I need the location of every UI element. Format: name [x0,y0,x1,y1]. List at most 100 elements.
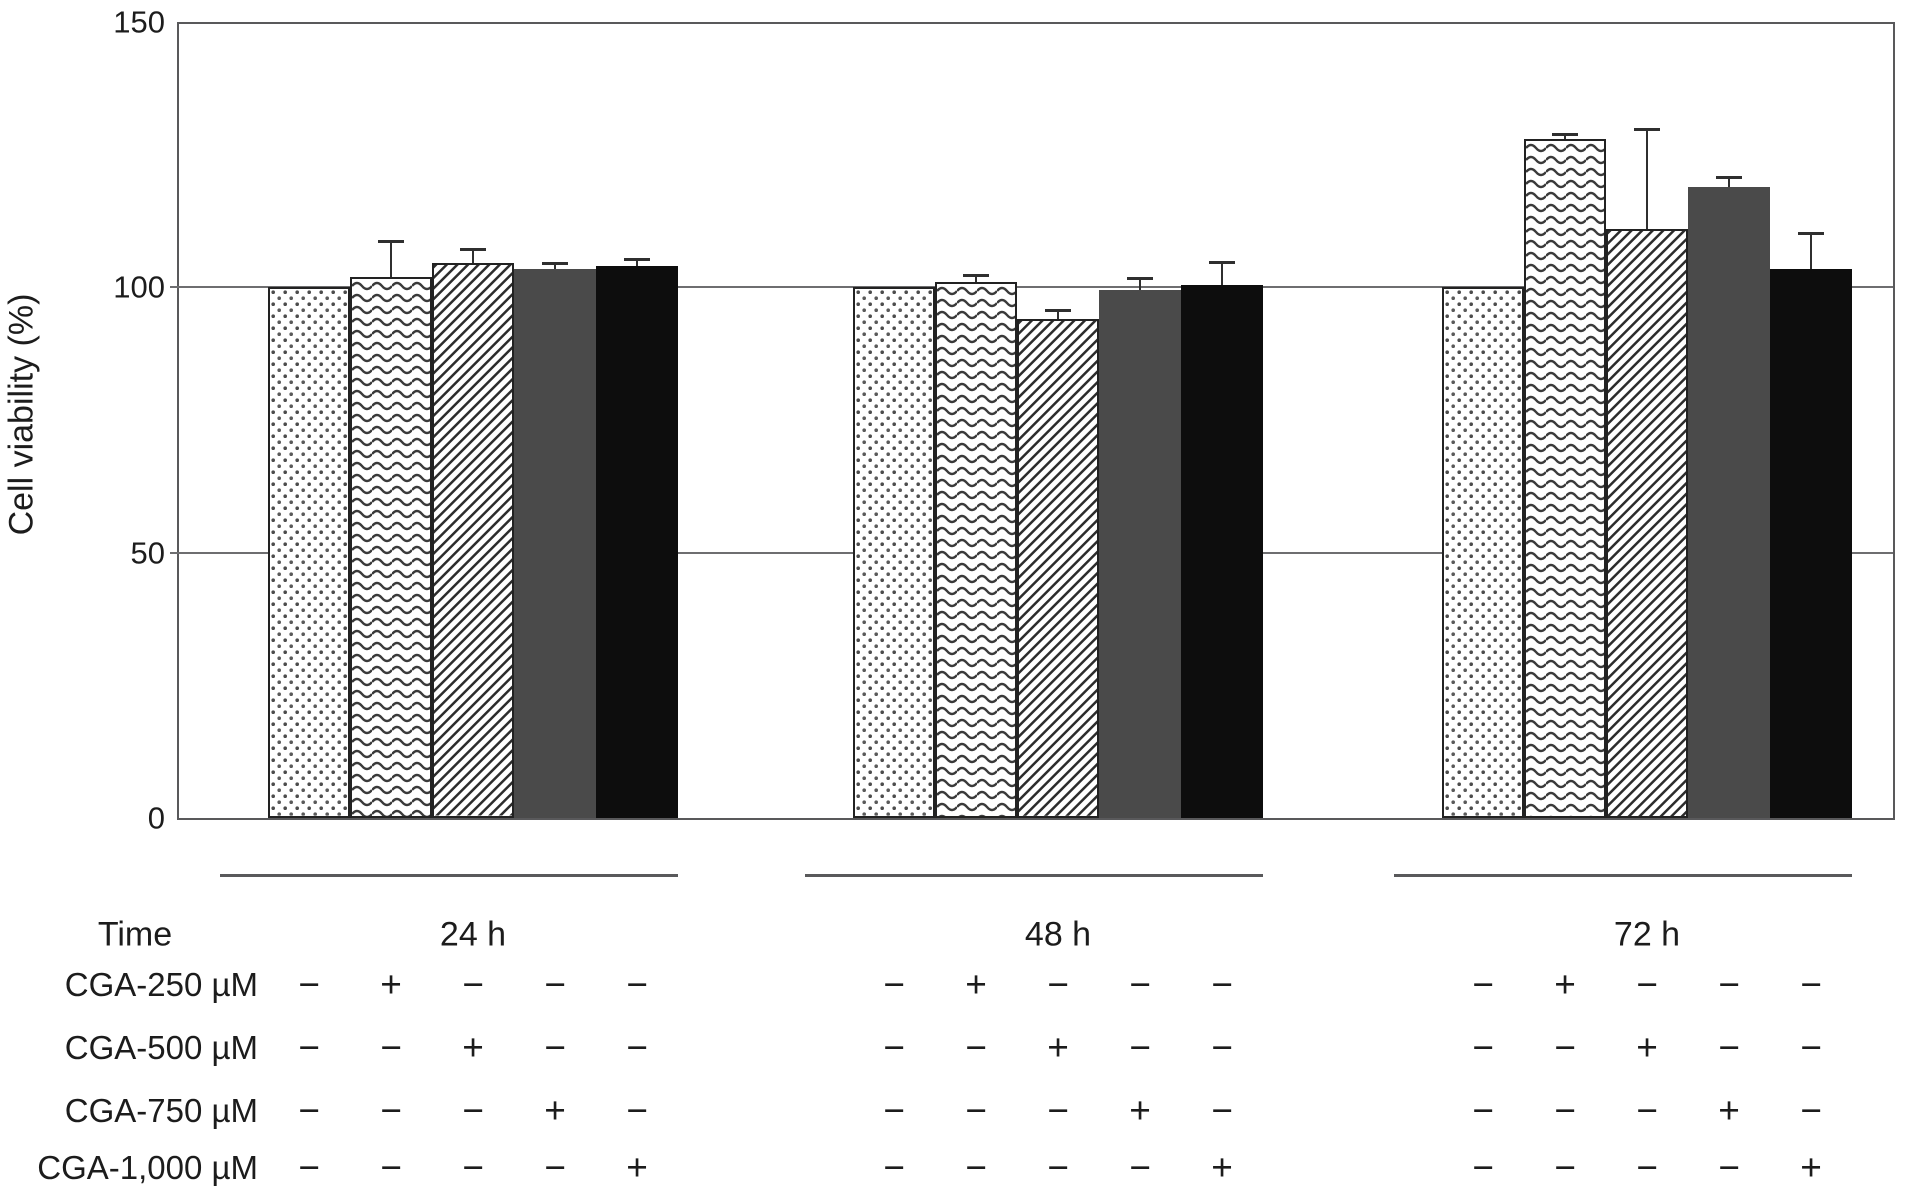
y-tick-label-100: 100 [113,269,165,305]
bar-24-h-cga-750-m [514,268,596,818]
group-label-24-h: 24 h [439,915,507,954]
sign-24-h-row3-bar5: − [626,1090,648,1131]
error-bar-stem [1728,175,1730,187]
sign-24-h-row1-bar4: − [544,964,566,1005]
sign-24-h-row2-bar5: − [626,1027,648,1068]
sign-24-h-row3-bar2: − [380,1090,402,1131]
error-bar-cap [1634,128,1660,132]
sign-24-h-row4-bar2: − [380,1147,402,1188]
bar-fill-dots [855,289,933,816]
sign-24-h-row4-bar1: − [298,1147,320,1188]
bar-fill-dots [1444,289,1522,816]
error-bar-stem [1810,231,1812,269]
sign-24-h-row1-bar1: − [298,964,320,1005]
error-bar-72-h-cga-250-m [1552,133,1578,139]
sign-24-h-row2-bar4: − [544,1027,566,1068]
error-bar-cap [1716,175,1742,179]
sign-48-h-row3-bar1: − [883,1090,905,1131]
error-bar-cap [542,262,568,266]
error-bar-72-h-cga-1-000-m [1798,231,1824,269]
bar-24-h-cga-500-m [432,263,514,818]
sign-24-h-row4-bar3: − [462,1147,484,1188]
bar-72-h-cga-750-m [1688,186,1770,818]
sign-24-h-row1-bar2: + [380,964,402,1005]
error-bar-stem [636,258,638,267]
sign-72-h-row4-bar4: − [1718,1147,1740,1188]
bar-24-h-cga-250-m [350,276,432,818]
error-bar-stem [1057,308,1059,320]
sign-48-h-row3-bar2: − [965,1090,987,1131]
group-underline-48-h [805,874,1263,877]
error-bar-stem [1646,128,1648,229]
bar-48-h-cga-750-m [1099,289,1181,818]
sign-72-h-row4-bar2: − [1554,1147,1576,1188]
sign-72-h-row2-bar4: − [1718,1027,1740,1068]
sign-72-h-row3-bar4: + [1718,1090,1740,1131]
sign-48-h-row1-bar4: − [1129,964,1151,1005]
sign-24-h-row2-bar3: + [462,1027,484,1068]
group-underline-72-h [1394,874,1852,877]
sign-24-h-row1-bar3: − [462,964,484,1005]
error-bar-cap [460,247,486,251]
bar-72-h-untreated-control [1442,287,1524,818]
error-bar-cap [378,239,404,243]
sign-48-h-row2-bar4: − [1129,1027,1151,1068]
error-bar-stem [1221,260,1223,285]
sign-48-h-row2-bar5: − [1211,1027,1233,1068]
bar-72-h-cga-500-m [1606,228,1688,818]
error-bar-48-h-cga-500-m [1045,308,1071,320]
sign-48-h-row4-bar5: + [1211,1147,1233,1188]
y-axis-title: Cell viability (%) [2,293,41,536]
bar-48-h-untreated-control [853,287,935,818]
error-bar-48-h-cga-1-000-m [1209,260,1235,285]
sign-72-h-row1-bar3: − [1636,964,1658,1005]
sign-48-h-row1-bar5: − [1211,964,1233,1005]
sign-72-h-row1-bar2: + [1554,964,1576,1005]
group-label-72-h: 72 h [1613,915,1681,954]
y-tick-label-50: 50 [130,535,165,571]
error-bar-72-h-cga-750-m [1716,175,1742,187]
bar-fill-zigzag [937,284,1015,816]
row-label-cga-1-000-m: CGA-1,000 µM [37,1149,258,1186]
sign-48-h-row3-bar4: + [1129,1090,1151,1131]
sign-72-h-row3-bar3: − [1636,1090,1658,1131]
group-underline-24-h [220,874,678,877]
sign-48-h-row2-bar3: + [1047,1027,1069,1068]
error-bar-24-h-cga-750-m [542,262,568,269]
error-bar-cap [1127,276,1153,280]
sign-24-h-row2-bar1: − [298,1027,320,1068]
sign-48-h-row4-bar2: − [965,1147,987,1188]
error-bar-48-h-cga-250-m [963,274,989,283]
sign-72-h-row4-bar5: + [1800,1147,1822,1188]
bar-72-h-cga-1-000-m [1770,268,1852,818]
sign-24-h-row1-bar5: − [626,964,648,1005]
sign-24-h-row3-bar4: + [544,1090,566,1131]
y-tick-label-0: 0 [147,800,165,836]
bar-fill-zigzag [1526,140,1604,816]
gridline-100 [170,286,1893,289]
sign-72-h-row2-bar5: − [1800,1027,1822,1068]
sign-48-h-row4-bar4: − [1129,1147,1151,1188]
error-bar-stem [1139,276,1141,290]
sign-48-h-row3-bar3: − [1047,1090,1069,1131]
bar-fill-zigzag [352,278,430,816]
sign-48-h-row2-bar1: − [883,1027,905,1068]
sign-72-h-row2-bar1: − [1472,1027,1494,1068]
sign-48-h-row4-bar1: − [883,1147,905,1188]
bar-fill-diagonal [434,265,512,816]
error-bar-cap [624,258,650,262]
error-bar-cap [963,274,989,278]
bar-48-h-cga-250-m [935,282,1017,818]
sign-72-h-row1-bar4: − [1718,964,1740,1005]
sign-72-h-row3-bar1: − [1472,1090,1494,1131]
error-bar-cap [1045,308,1071,312]
sign-72-h-row3-bar2: − [1554,1090,1576,1131]
sign-72-h-row2-bar3: + [1636,1027,1658,1068]
error-bar-stem [390,239,392,277]
bar-72-h-cga-250-m [1524,138,1606,818]
sign-24-h-row2-bar2: − [380,1027,402,1068]
time-axis-label: Time [97,915,173,954]
sign-24-h-row3-bar1: − [298,1090,320,1131]
bar-24-h-cga-1-000-m [596,266,678,818]
